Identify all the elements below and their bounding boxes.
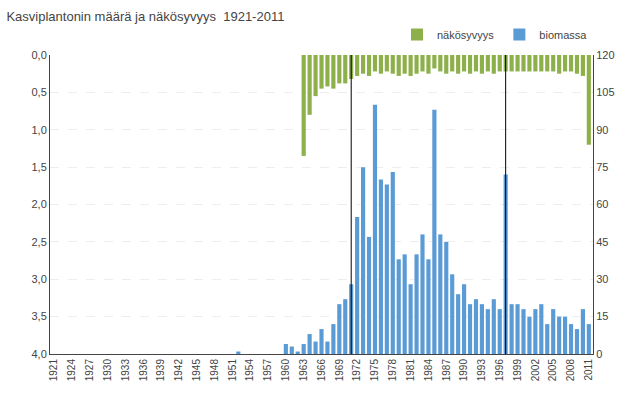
svg-text:0,0: 0,0: [32, 49, 47, 61]
svg-text:2005: 2005: [547, 359, 558, 382]
svg-text:1939: 1939: [155, 359, 166, 382]
svg-text:2002: 2002: [530, 359, 541, 382]
svg-text:biomassa: biomassa: [539, 29, 587, 41]
svg-text:1999: 1999: [512, 359, 523, 382]
svg-text:60: 60: [596, 198, 608, 210]
svg-text:15: 15: [596, 310, 608, 322]
svg-text:1924: 1924: [66, 359, 77, 382]
svg-text:30: 30: [596, 273, 608, 285]
svg-text:90: 90: [596, 124, 608, 136]
svg-text:1957: 1957: [262, 359, 273, 382]
svg-text:1981: 1981: [405, 359, 416, 382]
svg-text:0: 0: [596, 348, 602, 360]
svg-text:105: 105: [596, 86, 614, 98]
svg-text:2008: 2008: [565, 359, 576, 382]
svg-text:1996: 1996: [494, 359, 505, 382]
svg-text:1975: 1975: [369, 359, 380, 382]
svg-text:1,0: 1,0: [32, 124, 47, 136]
svg-text:1987: 1987: [441, 359, 452, 382]
svg-text:1936: 1936: [138, 359, 149, 382]
svg-text:1951: 1951: [227, 359, 238, 382]
svg-text:1960: 1960: [280, 359, 291, 382]
svg-text:1972: 1972: [351, 359, 362, 382]
svg-text:1966: 1966: [316, 359, 327, 382]
svg-text:1945: 1945: [191, 359, 202, 382]
svg-text:2,0: 2,0: [32, 198, 47, 210]
svg-text:4,0: 4,0: [32, 348, 47, 360]
svg-text:1969: 1969: [334, 359, 345, 382]
svg-text:3,5: 3,5: [32, 310, 47, 322]
svg-text:näkösyvyys: näkösyvyys: [437, 29, 494, 41]
svg-text:1993: 1993: [476, 359, 487, 382]
svg-text:1933: 1933: [120, 359, 131, 382]
svg-text:120: 120: [596, 49, 614, 61]
svg-text:Kasviplantonin määrä ja näkösy: Kasviplantonin määrä ja näkösyvyys 1921-…: [6, 9, 284, 24]
svg-text:3,0: 3,0: [32, 273, 47, 285]
svg-text:1990: 1990: [458, 359, 469, 382]
svg-text:1921: 1921: [48, 359, 59, 382]
svg-text:1,5: 1,5: [32, 161, 47, 173]
svg-text:1942: 1942: [173, 359, 184, 382]
svg-text:1948: 1948: [209, 359, 220, 382]
svg-text:1963: 1963: [298, 359, 309, 382]
svg-text:2,5: 2,5: [32, 236, 47, 248]
svg-text:1954: 1954: [244, 359, 255, 382]
svg-text:0,5: 0,5: [32, 86, 47, 98]
svg-text:1984: 1984: [423, 359, 434, 382]
svg-text:1978: 1978: [387, 359, 398, 382]
svg-text:1927: 1927: [84, 359, 95, 382]
svg-text:2011: 2011: [583, 359, 594, 381]
svg-text:75: 75: [596, 161, 608, 173]
svg-text:45: 45: [596, 236, 608, 248]
svg-text:1930: 1930: [102, 359, 113, 382]
